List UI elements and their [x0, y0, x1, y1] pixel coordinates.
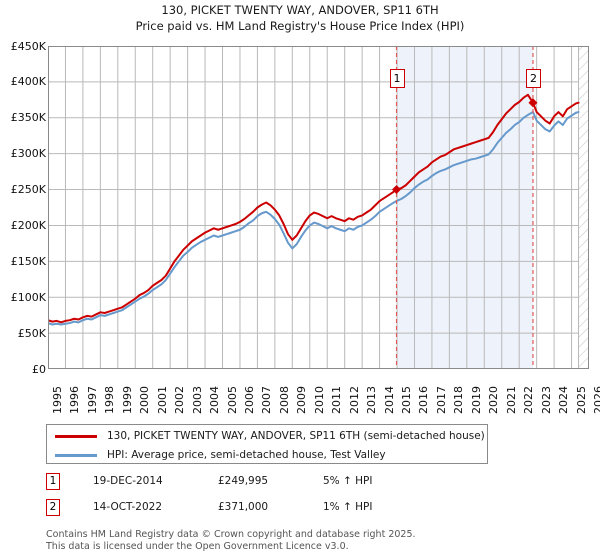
x-axis-tick-label: 2014	[382, 386, 396, 414]
legend-color-swatch	[55, 435, 97, 438]
y-axis-tick-label: £300K	[10, 147, 46, 161]
y-axis-tick-label: £150K	[10, 254, 46, 268]
chart-legend: 130, PICKET TWENTY WAY, ANDOVER, SP11 6T…	[46, 424, 488, 464]
x-axis-tick-label: 2025	[574, 386, 588, 414]
x-axis-tick-label: 2007	[260, 386, 274, 414]
x-axis: 1995 1996 1997 1998 1999 2000 2001 2002 2003 2004…	[48, 372, 600, 418]
transaction-price: £249,995	[218, 475, 269, 487]
x-axis-tick-label: 2009	[295, 386, 309, 414]
series-line	[48, 111, 580, 326]
plot-transaction-badge[interactable]: 2	[525, 69, 541, 88]
x-axis-tick-label: 2026	[592, 386, 600, 414]
transaction-row[interactable]: 2 14-OCT-2022 £371,000 1% ↑ HPI	[46, 498, 506, 524]
x-axis-tick-label: 2006	[242, 386, 256, 414]
footer-attribution: Contains HM Land Registry data © Crown c…	[46, 529, 566, 552]
y-axis-tick-label: £450K	[10, 39, 46, 53]
x-axis-tick-label: 1999	[120, 386, 134, 414]
x-axis-tick-label: 2005	[225, 386, 239, 414]
transaction-price: £371,000	[218, 501, 269, 513]
x-axis-tick-label: 2012	[347, 386, 361, 414]
x-axis-tick-label: 1996	[68, 386, 82, 414]
x-axis-tick-label: 1998	[103, 386, 117, 414]
y-axis-tick-label: £350K	[10, 111, 46, 125]
transaction-badge: 1	[46, 473, 60, 490]
transaction-row[interactable]: 1 19-DEC-2014 £249,995 5% ↑ HPI	[46, 472, 506, 498]
y-axis-tick-label: £100K	[10, 290, 46, 304]
legend-item-label: HPI: Average price, semi-detached house,…	[107, 449, 386, 461]
x-axis-tick-label: 2022	[522, 386, 536, 414]
x-axis-tick-label: 2021	[504, 386, 518, 414]
x-axis-tick-label: 2003	[190, 386, 204, 414]
plot-transaction-badge[interactable]: 1	[389, 69, 405, 88]
series-line	[48, 93, 580, 324]
footer-line-1: Contains HM Land Registry data © Crown c…	[46, 529, 416, 540]
legend-item[interactable]: HPI: Average price, semi-detached house,…	[47, 445, 487, 465]
x-axis-tick-label: 2013	[365, 386, 379, 414]
y-axis-tick-label: £0	[32, 362, 46, 376]
shaded-span-region	[396, 46, 533, 369]
transaction-hpi-delta: 5% ↑ HPI	[323, 475, 373, 487]
x-axis-tick-label: 1997	[85, 386, 99, 414]
x-axis-tick-label: 2020	[487, 386, 501, 414]
transactions-table: 1 19-DEC-2014 £249,995 5% ↑ HPI 2 14-OCT-2022…	[46, 472, 506, 524]
x-axis-tick-label: 2002	[173, 386, 187, 414]
title-line-address: 130, PICKET TWENTY WAY, ANDOVER, SP11 6T…	[161, 3, 439, 17]
x-axis-tick-label: 2015	[400, 386, 414, 414]
transaction-badge: 2	[46, 499, 60, 516]
page-title: 130, PICKET TWENTY WAY, ANDOVER, SP11 6T…	[0, 2, 600, 34]
x-axis-tick-label: 2001	[155, 386, 169, 414]
x-axis-tick-label: 2010	[312, 386, 326, 414]
chart-svg	[48, 46, 589, 369]
transaction-data-point	[528, 98, 538, 108]
x-axis-tick-label: 2008	[277, 386, 291, 414]
y-axis-tick-label: £50K	[17, 326, 46, 340]
x-axis-tick-label: 2017	[434, 386, 448, 414]
legend-item-label: 130, PICKET TWENTY WAY, ANDOVER, SP11 6T…	[107, 430, 485, 442]
x-axis-tick-label: 2023	[539, 386, 553, 414]
title-line-subtitle: Price paid vs. HM Land Registry's House …	[135, 19, 465, 33]
transaction-date: 19-DEC-2014	[93, 475, 163, 487]
plot-border	[48, 46, 589, 369]
x-axis-tick-label: 2019	[469, 386, 483, 414]
y-axis-tick-label: £200K	[10, 218, 46, 232]
y-axis-tick-label: £250K	[10, 183, 46, 197]
transaction-date: 14-OCT-2022	[93, 501, 162, 513]
legend-color-swatch	[55, 454, 97, 457]
y-axis: £0 £50K £100K £150K £200K £250K £300K £350K £400…	[0, 41, 46, 375]
footer-line-2: This data is licensed under the Open Gov…	[46, 540, 349, 552]
transaction-data-point	[392, 185, 402, 195]
y-axis-tick-label: £400K	[10, 75, 46, 89]
x-axis-tick-label: 2016	[417, 386, 431, 414]
x-axis-tick-label: 1995	[51, 386, 64, 414]
hatched-future-region	[578, 46, 589, 369]
x-axis-tick-label: 2018	[452, 386, 466, 414]
transaction-hpi-delta: 1% ↑ HPI	[323, 501, 373, 513]
x-axis-tick-label: 2004	[208, 386, 222, 414]
x-axis-tick-label: 2000	[138, 386, 152, 414]
x-axis-tick-label: 2024	[557, 386, 571, 414]
x-axis-tick-label: 2011	[330, 386, 344, 414]
legend-item[interactable]: 130, PICKET TWENTY WAY, ANDOVER, SP11 6T…	[47, 426, 487, 446]
